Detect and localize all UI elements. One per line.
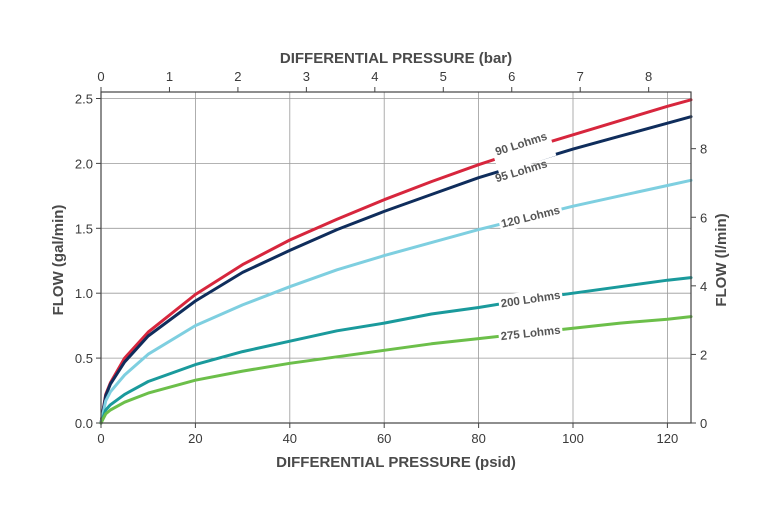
series-line-120-lohms	[99, 178, 693, 425]
label-gap-90-lohms	[489, 125, 557, 174]
grid	[100, 92, 691, 424]
x-tick-label: 80	[471, 431, 485, 446]
x-tick-label: 100	[562, 431, 584, 446]
y-tick-label: 0.5	[75, 351, 93, 366]
series-group	[99, 98, 693, 425]
label-gap-275-lohms	[497, 321, 564, 345]
right-tick-label: 0	[700, 416, 707, 431]
series-line-90-lohms	[99, 98, 693, 425]
y-tick-label: 2.0	[75, 156, 93, 171]
y-axis-title-right: FLOW (l/min)	[713, 213, 730, 306]
right-tick-label: 2	[700, 347, 707, 362]
y-axis-title-left: FLOW (gal/min)	[50, 205, 67, 316]
top-tick-label: 5	[440, 69, 447, 84]
top-tick-label: 8	[645, 69, 652, 84]
label-gap-200-lohms	[497, 286, 564, 312]
x-tick-label: 40	[283, 431, 297, 446]
series-label-group-200-lohms: 200 Lohms	[497, 286, 564, 312]
x-tick-label: 0	[97, 431, 104, 446]
top-tick-label: 3	[303, 69, 310, 84]
series-label-group-90-lohms: 90 Lohms	[489, 125, 557, 174]
label-gap-120-lohms	[497, 201, 564, 233]
series-label-group-275-lohms: 275 Lohms	[497, 321, 564, 345]
series-label-group-120-lohms: 120 Lohms	[497, 201, 564, 233]
right-tick-label: 6	[700, 210, 707, 225]
right-tick-label: 4	[700, 279, 707, 294]
right-tick-label: 8	[700, 142, 707, 157]
y-tick-label: 1.5	[75, 221, 93, 236]
series-line-275-lohms	[99, 315, 693, 425]
x-axis-title-top: DIFFERENTIAL PRESSURE (bar)	[280, 50, 512, 67]
top-tick-label: 0	[97, 69, 104, 84]
top-tick-label: 7	[577, 69, 584, 84]
series-line-95-lohms	[99, 115, 693, 425]
top-tick-label: 1	[166, 69, 173, 84]
x-tick-label: 120	[657, 431, 679, 446]
plot-frame	[100, 91, 692, 424]
y-tick-label: 2.5	[75, 91, 93, 106]
y-tick-label: 0.0	[75, 416, 93, 431]
x-tick-label: 60	[377, 431, 391, 446]
top-tick-label: 6	[508, 69, 515, 84]
series-line-200-lohms	[99, 276, 693, 425]
x-axis-title-bottom: DIFFERENTIAL PRESSURE (psid)	[276, 454, 516, 471]
y-tick-label: 1.0	[75, 286, 93, 301]
top-tick-label: 4	[371, 69, 378, 84]
top-tick-label: 2	[234, 69, 241, 84]
x-tick-label: 20	[188, 431, 202, 446]
